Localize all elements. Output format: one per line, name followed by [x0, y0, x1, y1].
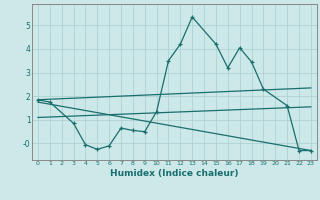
X-axis label: Humidex (Indice chaleur): Humidex (Indice chaleur): [110, 169, 239, 178]
